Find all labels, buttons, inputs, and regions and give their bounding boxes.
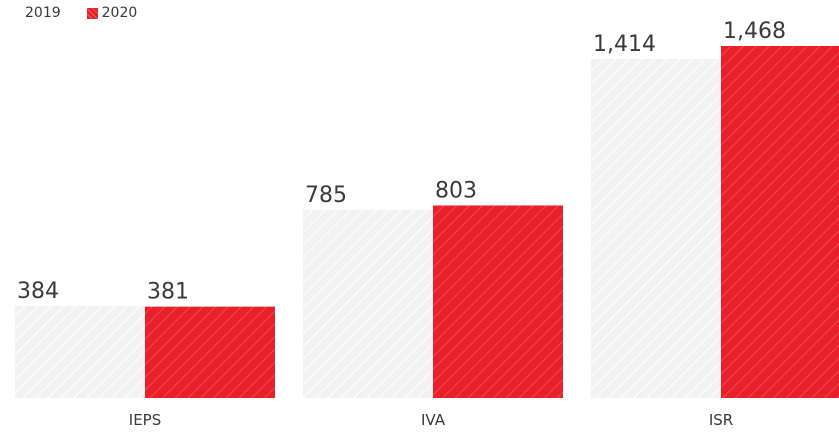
value-label-ieps-2020: 381 bbox=[147, 280, 189, 305]
value-label-iva-2020: 803 bbox=[435, 178, 477, 203]
bar-iva-2020 bbox=[433, 205, 563, 398]
bars-layer bbox=[15, 46, 839, 398]
legend-item-2020: 2020 bbox=[86, 5, 138, 21]
category-label-iva: IVA bbox=[421, 411, 446, 429]
bar-ieps-2019 bbox=[15, 305, 145, 398]
labels-layer: 384 381 IEPS 785 803 IVA 1,414 1,468 ISR bbox=[17, 19, 786, 429]
legend-label-2020: 2020 bbox=[101, 5, 138, 21]
value-label-iva-2019: 785 bbox=[305, 183, 347, 208]
bar-isr-2020 bbox=[721, 46, 839, 398]
category-label-isr: ISR bbox=[709, 411, 733, 429]
value-label-isr-2019: 1,414 bbox=[593, 32, 656, 57]
chart-legend: 2019 2020 bbox=[25, 5, 163, 21]
bar-isr-2019 bbox=[591, 58, 721, 398]
legend-label-2019: 2019 bbox=[25, 5, 61, 21]
bar-iva-2019 bbox=[303, 209, 433, 398]
bar-ieps-2020 bbox=[145, 306, 275, 398]
value-label-isr-2020: 1,468 bbox=[723, 19, 786, 44]
legend-item-2019: 2019 bbox=[25, 5, 61, 21]
category-label-ieps: IEPS bbox=[129, 411, 161, 429]
value-label-ieps-2019: 384 bbox=[17, 279, 59, 304]
legend-swatch-2020 bbox=[86, 7, 98, 19]
